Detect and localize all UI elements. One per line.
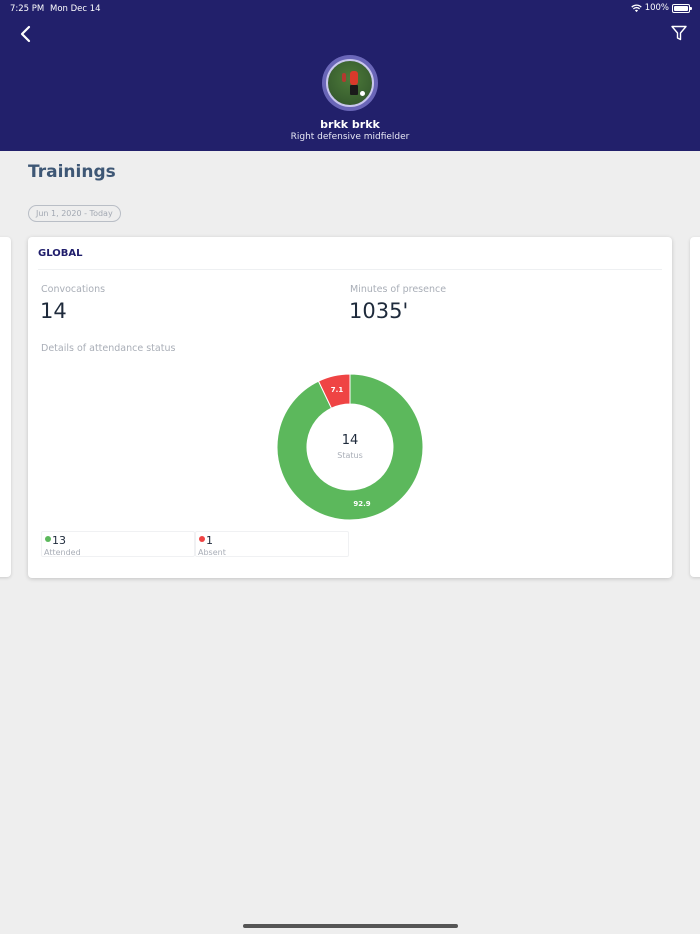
card-title: GLOBAL <box>38 248 83 259</box>
back-button[interactable] <box>16 24 36 44</box>
section-title: Trainings <box>28 162 116 182</box>
wifi-icon <box>630 4 642 12</box>
status-date: Mon Dec 14 <box>50 4 101 14</box>
status-bar: 7:25 PM Mon Dec 14 100% <box>0 0 700 18</box>
minutes-value: 1035' <box>349 299 409 323</box>
donut-slice-attended[interactable] <box>276 373 424 521</box>
donut-center-label: Status <box>337 451 363 460</box>
slice-label-attended: 92.9 <box>353 500 370 508</box>
legend-count: 13 <box>52 534 66 547</box>
status-indicators: 100% <box>630 3 692 13</box>
legend-item-attended[interactable]: 13 Attended <box>41 531 195 557</box>
minutes-label: Minutes of presence <box>350 284 447 295</box>
next-card[interactable] <box>690 237 700 577</box>
status-time: 7:25 PM <box>10 4 45 14</box>
player-role: Right defensive midfielder <box>290 132 410 142</box>
attendance-donut-chart[interactable]: 7.1 92.9 <box>276 373 424 521</box>
slice-label-absent: 7.1 <box>331 386 344 394</box>
battery-icon <box>672 3 692 13</box>
details-label: Details of attendance status <box>41 343 176 354</box>
profile-header: 7:25 PM Mon Dec 14 100% brkk brkk <box>0 0 700 151</box>
filter-button[interactable] <box>670 24 688 42</box>
avatar <box>322 55 378 111</box>
global-stats-card: GLOBAL Convocations 14 Minutes of presen… <box>28 237 672 578</box>
convocations-value: 14 <box>40 299 67 323</box>
status-dot-icon <box>199 536 205 542</box>
attendance-legend: 13 Attended 1 Absent <box>41 531 349 557</box>
player-name: brkk brkk <box>320 118 380 131</box>
legend-item-absent[interactable]: 1 Absent <box>195 531 349 557</box>
player-photo <box>326 59 374 107</box>
divider <box>38 269 662 270</box>
legend-name: Attended <box>44 548 81 557</box>
previous-card[interactable] <box>0 237 11 577</box>
filter-funnel-icon <box>671 25 687 41</box>
date-range-chip[interactable]: Jun 1, 2020 - Today <box>28 205 121 222</box>
status-dot-icon <box>45 536 51 542</box>
home-indicator[interactable] <box>243 924 458 928</box>
legend-count: 1 <box>206 534 213 547</box>
donut-slice-absent[interactable] <box>317 373 351 409</box>
legend-name: Absent <box>198 548 226 557</box>
battery-percent: 100% <box>644 3 669 13</box>
chevron-left-icon <box>20 25 31 43</box>
donut-center-value: 14 <box>341 433 359 448</box>
convocations-label: Convocations <box>41 284 106 295</box>
